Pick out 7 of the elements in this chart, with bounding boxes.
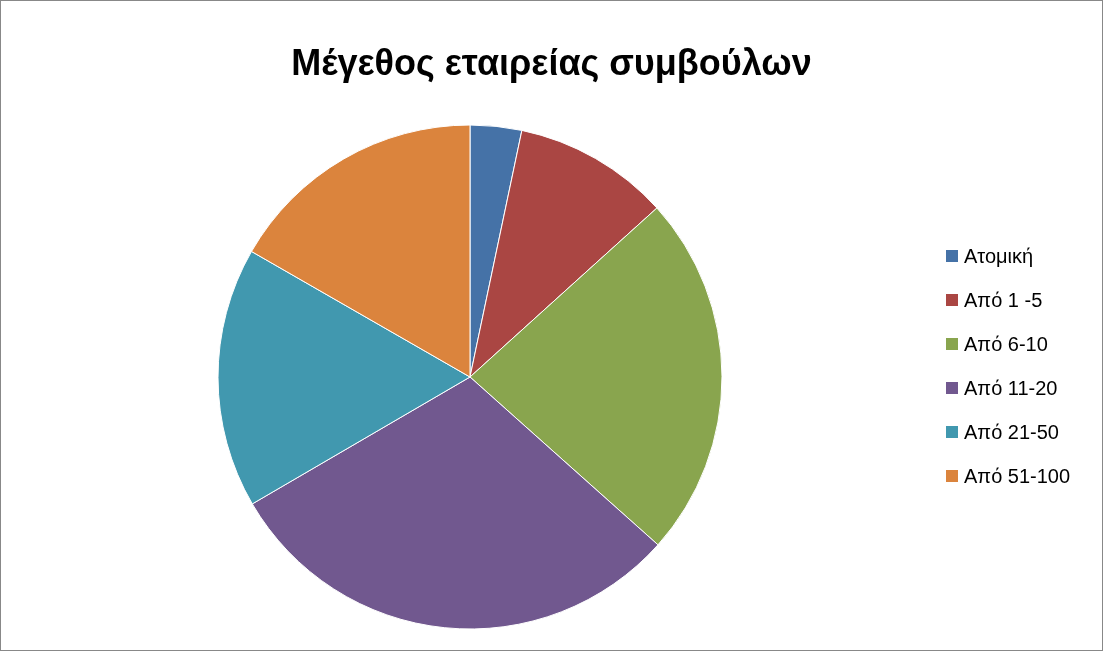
legend-label: Ατομική <box>964 245 1034 267</box>
chart-title: Μέγεθος εταιρείας συμβούλων <box>291 41 812 83</box>
legend-label: Από 11-20 <box>964 377 1058 399</box>
legend-label: Από 6-10 <box>964 333 1048 355</box>
legend-label: Από 1 -5 <box>964 289 1043 311</box>
legend-label: Από 51-100 <box>964 465 1071 487</box>
legend-label: Από 21-50 <box>964 421 1059 443</box>
